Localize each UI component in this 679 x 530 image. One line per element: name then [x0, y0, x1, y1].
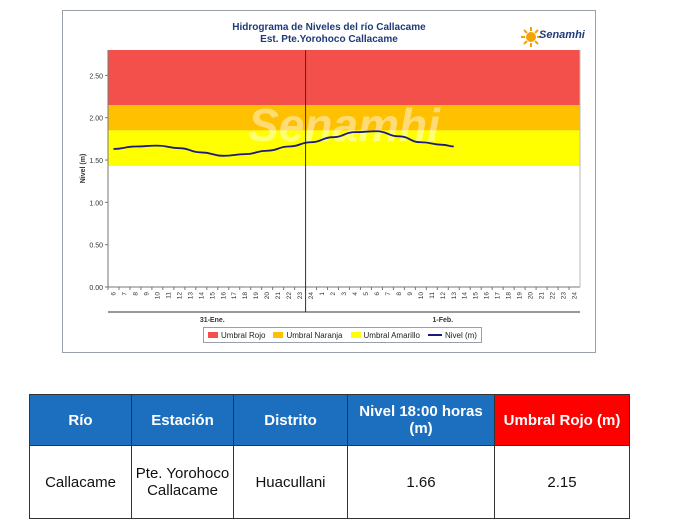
- x-tick-label-6: 12: [176, 292, 183, 300]
- x-tick-label-11: 17: [231, 292, 238, 300]
- table-cell-0: Callacame: [29, 445, 132, 519]
- chart-title: Hidrograma de Niveles del río Callacame: [232, 22, 426, 33]
- x-tick-label-15: 21: [275, 292, 282, 300]
- legend-series-item-0: Nivel (m): [427, 330, 477, 340]
- x-tick-label-9: 15: [209, 292, 216, 300]
- x-tick-label-39: 21: [539, 292, 546, 300]
- legend-swatch-1: [273, 332, 284, 338]
- chart-frame: Hidrograma de Niveles del río Callacame …: [62, 10, 596, 353]
- x-tick-label-42: 24: [572, 292, 579, 300]
- chart-legend: Umbral Rojo Umbral Naranja Umbral Amarillo…: [203, 327, 482, 343]
- data-table: Río Estación Distrito Nivel 18:00 horas (m)…: [29, 394, 630, 519]
- x-tick-label-8: 14: [198, 292, 205, 300]
- x-tick-label-34: 16: [484, 292, 491, 300]
- threshold-band-1: [108, 105, 580, 131]
- x-tick-label-41: 23: [561, 292, 568, 300]
- x-tick-label-19: 1: [319, 292, 326, 296]
- x-tick-label-5: 11: [165, 292, 172, 299]
- legend-item-0: Umbral Rojo: [208, 331, 265, 340]
- table-cell-1: Pte. Yorohoco Callacame: [131, 445, 234, 519]
- watermark-text: Senamhi: [248, 99, 441, 151]
- x-tick-label-0: 6: [110, 292, 117, 296]
- legend-label-1: Umbral Naranja: [286, 330, 343, 340]
- chart-subtitle: Est. Pte.Yorohoco Callacame: [260, 34, 398, 45]
- table-row: Callacame Pte. Yorohoco Callacame Huaculla…: [29, 445, 630, 519]
- y-tick-label-5: 2.50: [89, 73, 103, 80]
- x-tick-label-2: 8: [132, 292, 139, 296]
- x-tick-label-1: 7: [121, 292, 128, 296]
- x-tick-label-17: 23: [297, 292, 304, 300]
- table-header-cell-4: Umbral Rojo (m): [494, 394, 630, 446]
- sun-icon: [521, 27, 541, 47]
- x-tick-label-26: 8: [396, 292, 403, 296]
- legend-item-1: Umbral Naranja: [273, 330, 343, 340]
- legend-swatch-0: [208, 332, 218, 338]
- x-tick-label-40: 22: [550, 292, 557, 300]
- legend-item-2: Umbral Amarillo: [350, 330, 420, 340]
- x-tick-label-33: 15: [473, 292, 480, 300]
- x-tick-label-36: 18: [506, 292, 513, 300]
- x-tick-label-12: 18: [242, 292, 249, 300]
- x-tick-label-20: 2: [330, 292, 337, 296]
- legend-swatch-2: [350, 332, 361, 338]
- x-tick-label-30: 12: [440, 292, 447, 300]
- x-tick-label-3: 9: [143, 292, 150, 296]
- x-tick-label-28: 10: [418, 292, 425, 300]
- table-cell-4: 2.15: [494, 445, 630, 519]
- legend-label-2: Umbral Amarillo: [363, 330, 420, 340]
- y-tick-label-0: 0.00: [89, 285, 103, 292]
- threshold-band-0: [108, 50, 580, 106]
- legend-label-0: Umbral Rojo: [221, 330, 266, 340]
- table-header-cell-0: Río: [29, 394, 132, 446]
- day-label-1: 1-Feb.: [432, 317, 453, 324]
- x-tick-label-21: 3: [341, 292, 348, 296]
- x-tick-label-22: 4: [352, 292, 359, 296]
- x-tick-label-18: 24: [308, 292, 315, 300]
- series-line-0: [113, 130, 454, 157]
- y-tick-label-1: 0.50: [89, 243, 103, 250]
- table-header-cell-3: Nivel 18:00 horas (m): [347, 394, 495, 446]
- x-tick-label-37: 19: [517, 292, 524, 300]
- x-tick-label-13: 19: [253, 292, 260, 300]
- x-tick-label-10: 16: [220, 292, 227, 300]
- y-tick-label-2: 1.00: [89, 200, 103, 207]
- x-tick-label-38: 20: [528, 292, 535, 300]
- chart-plot: Senamhi 0.00 0.50 1.00 1.50 2.00 2.50 Nivel (m)…: [80, 50, 581, 324]
- x-tick-label-29: 11: [429, 292, 436, 299]
- table-cell-2: Huacullani: [233, 445, 348, 519]
- x-tick-label-31: 13: [451, 292, 458, 300]
- table-cell-3: 1.66: [347, 445, 495, 519]
- x-tick-label-35: 17: [495, 292, 502, 300]
- day-label-0: 31-Ene.: [200, 317, 225, 324]
- x-tick-label-25: 7: [385, 292, 392, 296]
- table-header-row: Río Estación Distrito Nivel 18:00 horas (m)…: [29, 394, 630, 446]
- x-tick-label-14: 20: [264, 292, 271, 300]
- table-header-cell-2: Distrito: [233, 394, 348, 446]
- threshold-band-2: [108, 130, 580, 166]
- x-tick-label-23: 5: [363, 292, 370, 296]
- y-axis-label: Nivel (m): [80, 154, 87, 184]
- table-body: Callacame Pte. Yorohoco Callacame Huaculla…: [29, 445, 630, 519]
- x-tick-label-7: 13: [187, 292, 194, 300]
- table-header-cell-1: Estación: [131, 394, 234, 446]
- logo-text: Senamhi: [539, 29, 585, 41]
- y-tick-label-4: 2.00: [89, 116, 103, 123]
- x-tick-label-4: 10: [154, 292, 161, 300]
- y-tick-label-3: 1.50: [89, 158, 103, 165]
- legend-line-swatch-0: [427, 334, 442, 336]
- legend-series-label-0: Nivel (m): [444, 330, 477, 340]
- senamhi-logo: Senamhi: [521, 23, 585, 53]
- x-tick-label-27: 9: [407, 292, 414, 296]
- x-tick-label-16: 22: [286, 292, 293, 300]
- x-tick-label-24: 6: [374, 292, 381, 296]
- x-tick-label-32: 14: [462, 292, 469, 300]
